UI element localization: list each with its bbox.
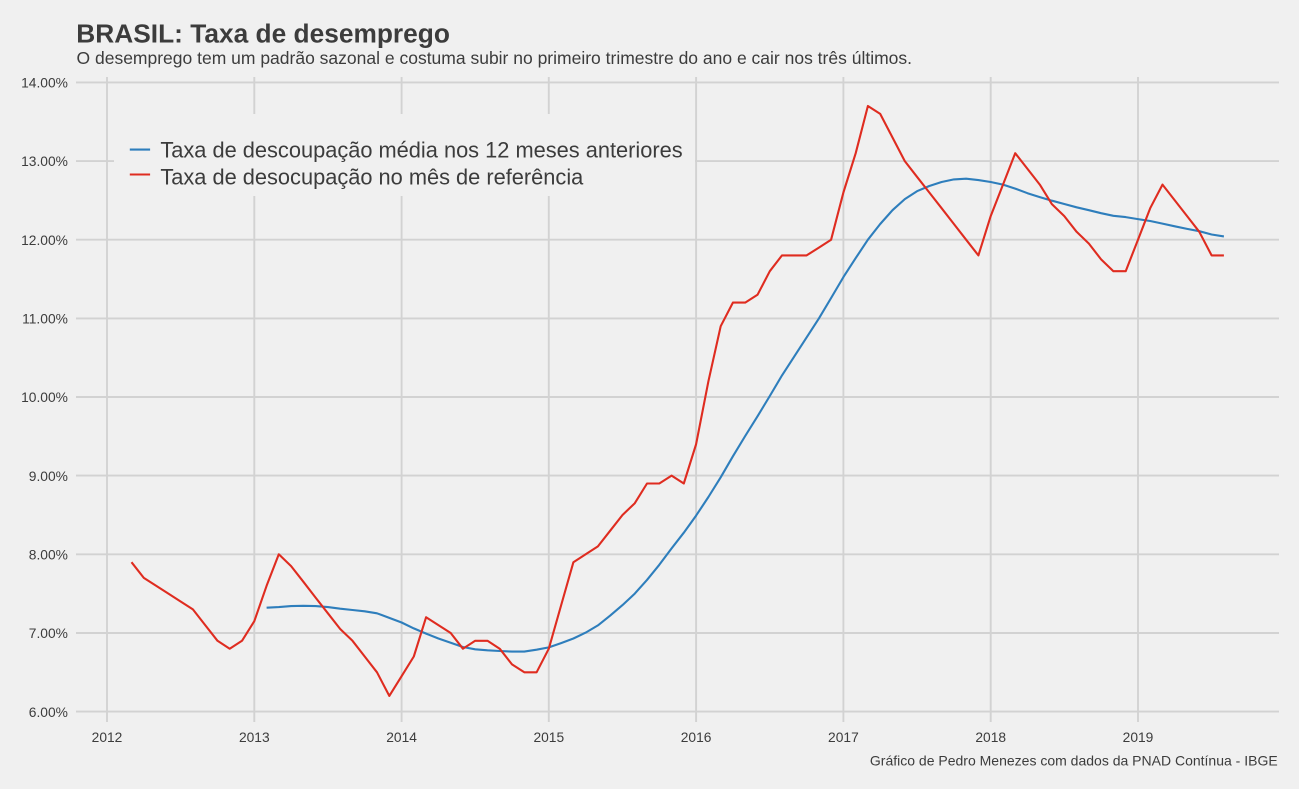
- svg-text:BRASIL: Taxa de desemprego: BRASIL: Taxa de desemprego: [76, 18, 450, 48]
- svg-text:2013: 2013: [239, 730, 270, 745]
- svg-text:Gráfico de Pedro Menezes com d: Gráfico de Pedro Menezes com dados da PN…: [870, 752, 1278, 768]
- svg-text:8.00%: 8.00%: [29, 548, 68, 563]
- svg-text:Taxa de desocupação no mês de: Taxa de desocupação no mês de referência: [160, 164, 584, 189]
- svg-text:2014: 2014: [386, 730, 417, 745]
- svg-text:13.00%: 13.00%: [21, 154, 68, 169]
- svg-text:Taxa de descoupação média nos: Taxa de descoupação média nos 12 meses a…: [160, 138, 682, 163]
- svg-text:2015: 2015: [533, 730, 564, 745]
- svg-text:9.00%: 9.00%: [29, 469, 68, 484]
- svg-text:2019: 2019: [1123, 730, 1154, 745]
- svg-text:O desemprego tem um padrão saz: O desemprego tem um padrão sazonal e cos…: [77, 48, 913, 68]
- svg-text:7.00%: 7.00%: [29, 626, 68, 641]
- svg-text:14.00%: 14.00%: [21, 76, 68, 91]
- svg-text:12.00%: 12.00%: [21, 233, 68, 248]
- svg-text:10.00%: 10.00%: [21, 390, 68, 405]
- svg-text:2016: 2016: [681, 730, 712, 745]
- svg-text:2018: 2018: [975, 730, 1006, 745]
- svg-text:11.00%: 11.00%: [22, 312, 68, 327]
- svg-text:2017: 2017: [828, 730, 859, 745]
- svg-text:6.00%: 6.00%: [29, 705, 68, 720]
- svg-text:2012: 2012: [92, 730, 123, 745]
